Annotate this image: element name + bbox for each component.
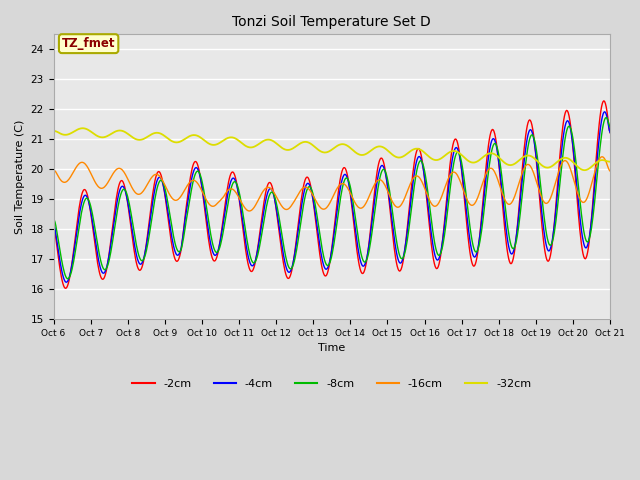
Title: Tonzi Soil Temperature Set D: Tonzi Soil Temperature Set D — [232, 15, 431, 29]
X-axis label: Time: Time — [318, 343, 346, 353]
Legend: -2cm, -4cm, -8cm, -16cm, -32cm: -2cm, -4cm, -8cm, -16cm, -32cm — [128, 374, 536, 393]
Y-axis label: Soil Temperature (C): Soil Temperature (C) — [15, 120, 25, 234]
Text: TZ_fmet: TZ_fmet — [62, 37, 115, 50]
